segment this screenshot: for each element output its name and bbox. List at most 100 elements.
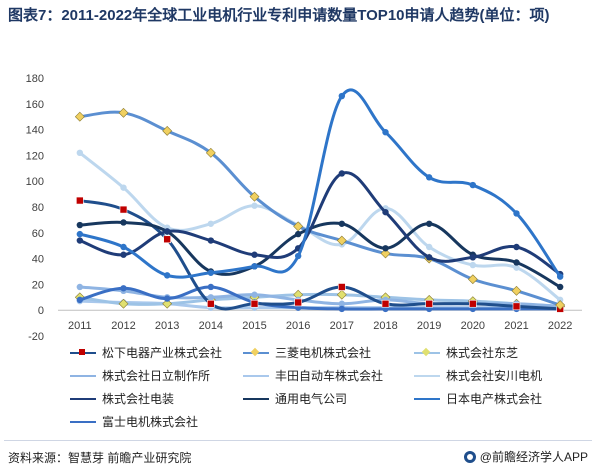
data-point xyxy=(425,174,433,181)
x-tick-label: 2013 xyxy=(155,320,179,332)
x-axis: 2011 2012 2013 2014 2015 2016 2017 2018 2019 2020… xyxy=(68,320,572,332)
legend-swatch xyxy=(243,347,269,358)
footer: 资料来源：智慧芽 前瞻产业研究院 @前瞻经济学人APP xyxy=(0,440,596,474)
data-point xyxy=(120,285,127,292)
data-point xyxy=(251,202,258,209)
x-tick-label: 2020 xyxy=(461,320,485,332)
brand-logo-icon xyxy=(463,450,476,463)
data-point xyxy=(382,208,389,216)
legend-swatch xyxy=(70,371,96,381)
data-point xyxy=(294,230,302,238)
legend-item: 日本电产株式会社 xyxy=(414,390,542,407)
data-point xyxy=(556,283,564,291)
data-point xyxy=(163,228,171,235)
series-7 xyxy=(76,170,564,278)
legend-label: 株式会社日立制作所 xyxy=(102,369,211,383)
data-point xyxy=(425,299,433,308)
data-point xyxy=(556,273,564,280)
data-point xyxy=(207,294,215,301)
x-tick-label: 2018 xyxy=(373,320,397,332)
data-point xyxy=(120,219,127,226)
data-point xyxy=(74,111,85,122)
data-point xyxy=(513,259,520,266)
data-point xyxy=(251,291,258,298)
data-point xyxy=(294,298,302,307)
data-point xyxy=(513,243,520,251)
data-point xyxy=(162,125,173,136)
data-point xyxy=(294,252,302,260)
legend-label: 丰田自动车株式会社 xyxy=(275,369,384,383)
y-tick-label: 140 xyxy=(26,125,44,137)
legend-swatch xyxy=(70,348,96,358)
legend-label: 株式会社东芝 xyxy=(446,346,519,360)
x-tick-label: 2022 xyxy=(548,320,572,332)
data-point xyxy=(513,210,520,217)
data-point xyxy=(556,296,564,304)
y-tick-label: 80 xyxy=(32,202,44,214)
data-point xyxy=(382,128,389,136)
data-point xyxy=(207,269,215,276)
x-tick-label: 2021 xyxy=(504,320,528,332)
legend-item: 株式会社安川电机 xyxy=(414,367,542,384)
series-line xyxy=(78,110,562,307)
legend-label: 三菱电机株式会社 xyxy=(275,346,372,360)
legend-swatch xyxy=(414,347,440,358)
y-tick-label: 160 xyxy=(26,99,44,111)
legend-swatch xyxy=(243,394,269,404)
data-point xyxy=(469,299,477,308)
data-point xyxy=(512,302,521,311)
data-point xyxy=(425,243,433,251)
data-point xyxy=(207,299,215,308)
data-point xyxy=(425,220,433,227)
data-point xyxy=(382,245,389,252)
data-point xyxy=(207,237,215,244)
brand-credit: @前瞻经济学人APP xyxy=(463,448,588,465)
brand-text: @前瞻经济学人APP xyxy=(479,450,588,464)
series-9 xyxy=(76,88,564,280)
data-point xyxy=(338,283,346,291)
y-tick-label: 20 xyxy=(32,279,44,291)
legend-swatch xyxy=(243,371,269,381)
data-point xyxy=(207,220,215,227)
legend-swatch xyxy=(414,394,440,404)
data-point xyxy=(293,221,304,232)
legend-item: 株式会社日立制作所 xyxy=(70,367,210,384)
data-point xyxy=(163,295,171,302)
series-8 xyxy=(76,219,564,291)
data-point xyxy=(205,147,216,158)
legend-label: 富士电机株式会社 xyxy=(102,415,199,429)
data-point xyxy=(120,243,127,251)
y-tick-label: 40 xyxy=(32,254,44,266)
data-point xyxy=(338,300,346,307)
y-tick-label: 120 xyxy=(26,150,44,162)
data-point xyxy=(380,248,391,259)
legend-label: 通用电气公司 xyxy=(275,392,348,406)
data-point xyxy=(76,221,84,229)
y-tick-label: 180 xyxy=(26,73,44,85)
chart-title: 图表7：2011-2022年全球工业电机行业专利申请数量TOP10申请人趋势(单… xyxy=(8,7,550,24)
data-point xyxy=(338,170,346,177)
legend-item: 丰田自动车株式会社 xyxy=(243,367,383,384)
data-point xyxy=(250,299,259,308)
data-point xyxy=(251,251,258,258)
legend-item: 松下电器产业株式会社 xyxy=(70,344,222,361)
data-point xyxy=(513,264,520,271)
legend-label: 株式会社安川电机 xyxy=(446,369,543,383)
x-tick-label: 2015 xyxy=(242,320,266,332)
data-point xyxy=(338,220,346,227)
data-point xyxy=(467,274,478,285)
data-point xyxy=(207,283,215,291)
data-point xyxy=(511,285,522,296)
series-lines xyxy=(74,88,566,313)
data-point xyxy=(119,205,128,214)
y-tick-label: -20 xyxy=(28,331,44,343)
data-point xyxy=(425,254,433,261)
series-2 xyxy=(74,107,566,310)
data-point xyxy=(76,283,84,291)
x-tick-label: 2014 xyxy=(199,320,223,332)
data-point xyxy=(338,305,346,313)
legend-item: 株式会社东芝 xyxy=(414,344,518,361)
data-point xyxy=(163,235,171,244)
data-point xyxy=(336,235,347,246)
data-point xyxy=(251,263,258,270)
